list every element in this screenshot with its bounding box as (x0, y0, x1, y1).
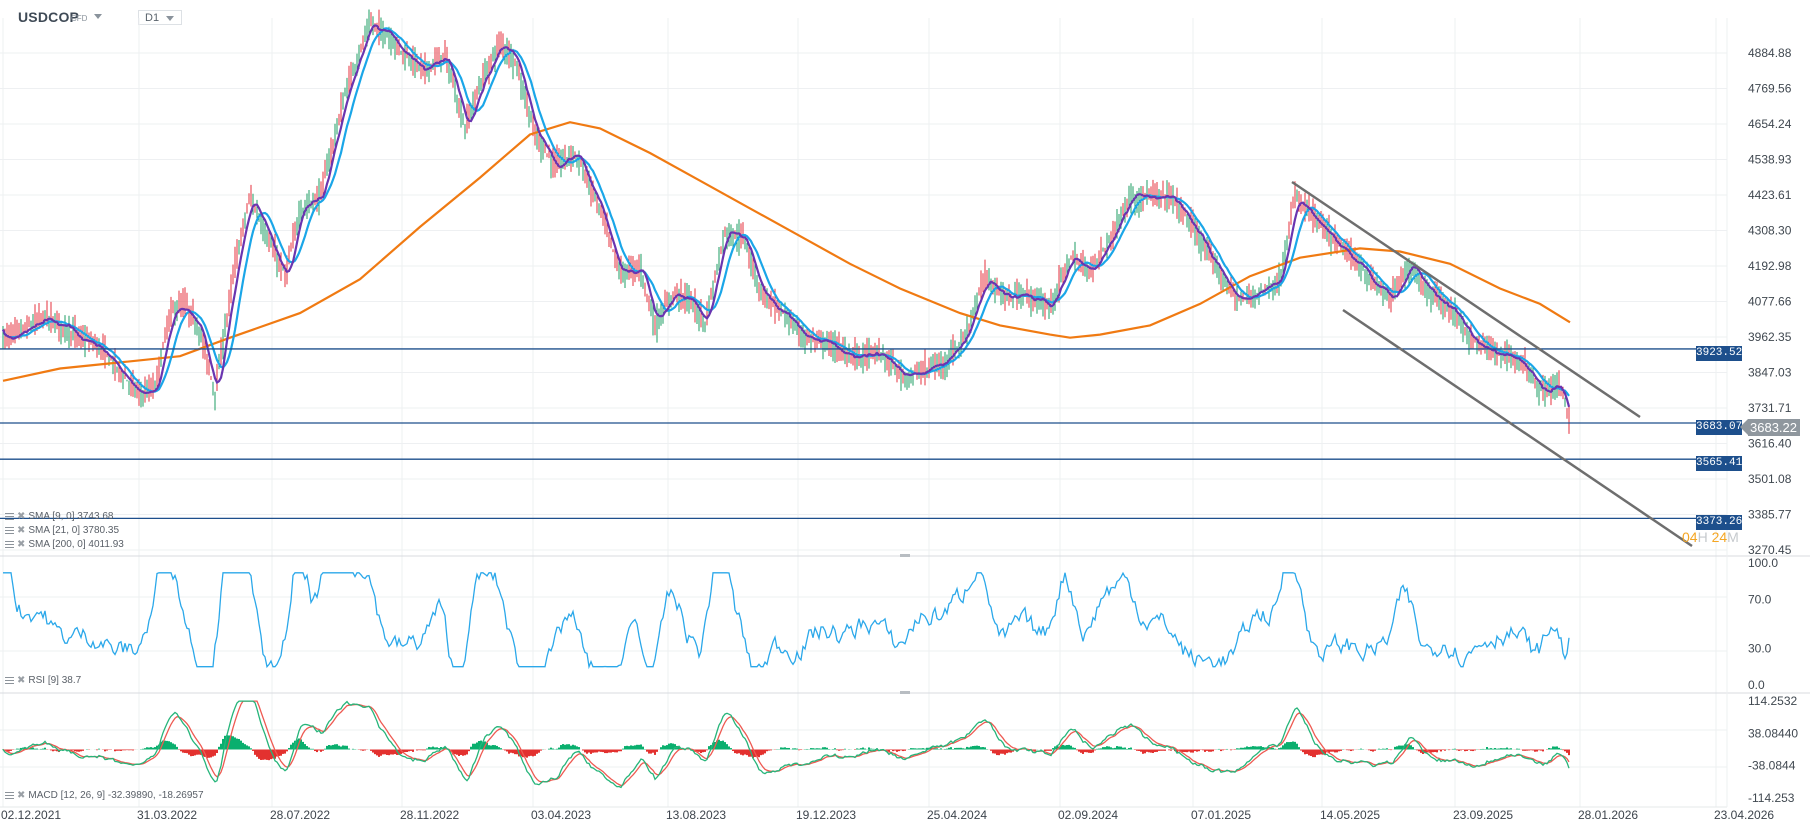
price-axis-label: 4308.30 (1748, 223, 1792, 237)
legend-sma-9: ✖ SMA [9, 0] 3743.68 (5, 511, 113, 522)
settings-menu-icon[interactable] (5, 512, 14, 520)
trend-channel-upper-line[interactable] (1291, 180, 1641, 419)
legend-sma-21-label: SMA [21, 0] 3780.35 (28, 525, 120, 536)
level-tag-3923[interactable]: 3923.52 (1696, 346, 1743, 361)
sma-21-line[interactable] (1, 27, 1570, 397)
time-axis-label: 25.04.2024 (927, 808, 988, 822)
timeframe-value: D1 (145, 12, 160, 24)
panel-resize-handle[interactable] (900, 691, 910, 694)
candle-countdown: 04H 24M (1682, 529, 1739, 545)
remove-indicator-icon[interactable]: ✖ (17, 790, 26, 801)
symbol-dropdown-chevron-icon[interactable] (94, 14, 102, 19)
price-axis-label: 3962.35 (1748, 330, 1792, 344)
time-axis-label: 02.12.2021 (1, 808, 62, 822)
legend-macd-label: MACD [12, 26, 9] -32.39890, -18.26957 (28, 790, 204, 801)
sma-9-line[interactable] (1, 24, 1571, 408)
price-axis-label: 4769.56 (1748, 82, 1792, 96)
macd-axis: 114.2532 38.08440 -38.0844 -114.253 (1748, 694, 1798, 805)
countdown-minutes-unit: M (1727, 529, 1739, 545)
sma-200-line[interactable] (2, 121, 1571, 382)
remove-indicator-icon[interactable]: ✖ (17, 511, 26, 522)
level-tag-3373[interactable]: 3373.26 (1696, 515, 1743, 530)
remove-indicator-icon[interactable]: ✖ (17, 675, 26, 686)
time-axis-label: 13.08.2023 (666, 808, 727, 822)
level-tag-3565[interactable]: 3565.41 (1696, 456, 1743, 471)
price-axis-label: 4077.66 (1748, 295, 1792, 309)
settings-menu-icon[interactable] (5, 676, 14, 684)
rsi-axis: 100.0 70.0 30.0 0.0 (1748, 556, 1778, 692)
price-axis-label: 3501.08 (1748, 472, 1792, 486)
time-axis-label: 19.12.2023 (796, 808, 857, 822)
legend-rsi-label: RSI [9] 38.7 (28, 675, 82, 686)
level-tag-3683[interactable]: 3683.07 (1696, 420, 1743, 435)
time-axis-label: 07.01.2025 (1191, 808, 1252, 822)
countdown-hours-unit: H (1697, 529, 1708, 545)
legend-sma-200: ✖ SMA [200, 0] 4011.93 (5, 539, 124, 550)
current-price-tag: 3683.22 (1740, 419, 1800, 436)
time-axis-label: 03.04.2023 (531, 808, 592, 822)
price-axis-label: 3385.77 (1748, 507, 1792, 521)
settings-menu-icon[interactable] (5, 540, 14, 548)
price-axis-label: 4538.93 (1748, 153, 1792, 167)
legend-macd: ✖ MACD [12, 26, 9] -32.39890, -18.26957 (5, 790, 204, 801)
price-axis-label: 3731.71 (1748, 401, 1792, 415)
macd-axis-label: -114.253 (1748, 791, 1795, 805)
macd-histogram (2, 735, 1570, 761)
rsi-line (3, 571, 1570, 670)
legend-sma-200-label: SMA [200, 0] 4011.93 (28, 539, 124, 550)
macd-axis-label: 114.2532 (1748, 694, 1797, 708)
symbol-name[interactable]: USDCOP (18, 9, 80, 25)
macd-line (2, 700, 1570, 789)
settings-menu-icon[interactable] (5, 526, 14, 534)
time-axis-label: 28.01.2026 (1578, 808, 1639, 822)
remove-indicator-icon[interactable]: ✖ (17, 525, 26, 536)
rsi-axis-label: 0.0 (1748, 678, 1765, 692)
price-axis-label: 4192.98 (1748, 259, 1792, 273)
time-axis-label: 23.04.2026 (1714, 808, 1775, 822)
price-candles (2, 9, 1570, 434)
rsi-axis-label: 70.0 (1748, 593, 1772, 607)
time-axis-label: 28.11.2022 (400, 808, 460, 822)
chart-grid (0, 18, 1727, 807)
legend-sma-21: ✖ SMA [21, 0] 3780.35 (5, 525, 119, 536)
legend-sma-9-label: SMA [9, 0] 3743.68 (28, 511, 114, 522)
horizontal-levels[interactable] (0, 348, 1696, 520)
trend-channel-lower-line[interactable] (1342, 308, 1693, 548)
price-axis[interactable]: 4884.88 4769.56 4654.24 4538.93 4423.61 4308.… (1748, 46, 1792, 557)
price-axis-label: 4884.88 (1748, 46, 1792, 60)
price-axis-label: 3616.40 (1748, 436, 1792, 450)
remove-indicator-icon[interactable]: ✖ (17, 539, 26, 550)
countdown-hours: 04 (1682, 529, 1698, 545)
settings-menu-icon[interactable] (5, 791, 14, 799)
rsi-axis-label: 30.0 (1748, 641, 1772, 655)
panel-resize-handle[interactable] (900, 554, 910, 557)
timeframe-select[interactable]: D1 (138, 10, 182, 25)
instrument-type-label: CFD (71, 14, 88, 23)
time-axis-label: 02.09.2024 (1058, 808, 1119, 822)
macd-signal-line (2, 700, 1570, 787)
price-axis-label: 3270.45 (1748, 543, 1792, 557)
rsi-axis-label: 100.0 (1748, 556, 1778, 570)
legend-rsi: ✖ RSI [9] 38.7 (5, 675, 81, 686)
countdown-minutes: 24 (1711, 529, 1728, 545)
price-axis-label: 4423.61 (1748, 188, 1792, 202)
chart-header: USDCOP CFD D1 (0, 0, 1810, 28)
price-axis-label: 3847.03 (1748, 366, 1792, 380)
macd-axis-label: 38.08440 (1748, 726, 1798, 740)
macd-axis-label: -38.0844 (1748, 759, 1796, 773)
price-axis-label: 4654.24 (1748, 117, 1792, 131)
time-axis-label: 31.03.2022 (137, 808, 198, 822)
timeframe-chevron-down-icon (166, 16, 174, 21)
time-axis-label: 23.09.2025 (1453, 808, 1514, 822)
time-axis-label: 28.07.2022 (270, 808, 331, 822)
time-axis-label: 14.05.2025 (1320, 808, 1381, 822)
